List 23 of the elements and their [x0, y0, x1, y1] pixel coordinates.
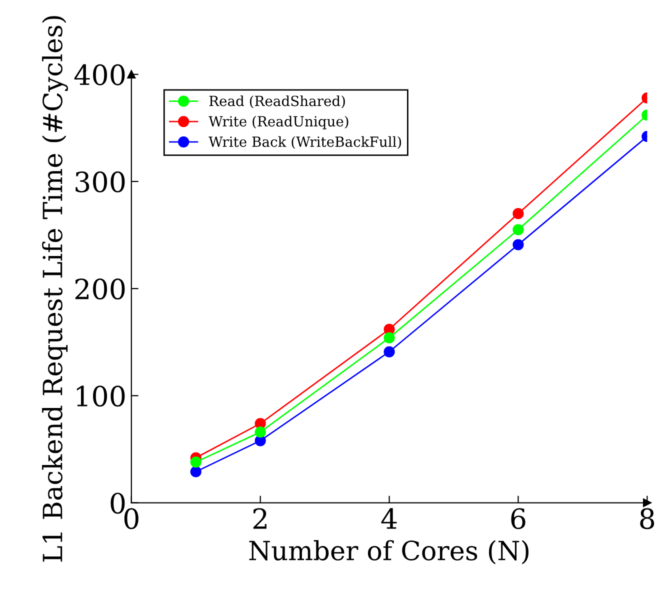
y-axis-title: L1 Backend Request Life Time (#Cycles)	[42, 16, 68, 562]
y-tick-label: 300	[76, 171, 125, 192]
point	[512, 208, 524, 220]
y-tick-label: 0	[110, 492, 125, 514]
point	[254, 426, 266, 438]
x-tick-label: 8	[640, 508, 654, 530]
legend-label: Write Back (WriteBackFull)	[208, 136, 402, 149]
legend-label: Read (ReadShared)	[209, 95, 345, 108]
point	[512, 239, 524, 250]
y-tick-label: 400	[74, 64, 125, 86]
point	[384, 346, 395, 358]
y-tick-label: 200	[75, 278, 125, 300]
x-tick-label: 4	[381, 508, 397, 529]
y-tick-label: 100	[76, 386, 125, 407]
point	[190, 456, 202, 468]
point	[190, 466, 202, 478]
x-tick-label: 6	[511, 508, 526, 530]
x-tick-label: 2	[253, 508, 266, 529]
point	[384, 332, 395, 344]
legend-label: Write (ReadUnique)	[208, 116, 348, 130]
x-tick-label: 0	[124, 508, 138, 530]
x-axis-title: Number of Cores (N)	[249, 540, 528, 564]
point	[512, 224, 524, 236]
